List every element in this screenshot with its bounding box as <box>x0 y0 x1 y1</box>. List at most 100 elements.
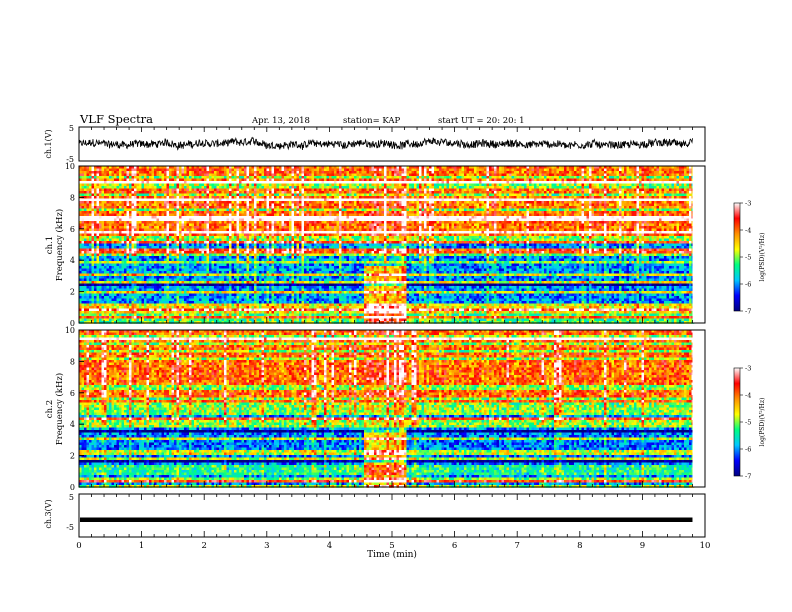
spectrogram-cell <box>161 188 165 192</box>
spectrogram-cell <box>361 191 365 194</box>
spectrogram-cell <box>536 183 540 187</box>
spectrogram-cell <box>311 188 315 192</box>
spectrogram-cell <box>224 203 227 207</box>
spectrogram-cell <box>564 183 567 187</box>
spectrogram-cell <box>459 166 462 169</box>
spectrogram-cell <box>246 206 250 209</box>
spectrogram-cell <box>184 208 187 212</box>
spectrogram-cell <box>359 196 362 199</box>
spectrogram-cell <box>239 181 242 184</box>
spectrogram-cell <box>234 186 237 189</box>
spectrogram-cell <box>481 201 485 204</box>
spectrogram-cell <box>136 193 140 197</box>
spectrogram-cell <box>531 183 535 187</box>
spectrogram-cell <box>169 193 172 197</box>
spectrogram-cell <box>666 203 670 207</box>
spectrogram-cell <box>269 201 272 204</box>
spectrogram-cell <box>526 186 530 189</box>
spectrogram-cell <box>376 201 380 204</box>
spectrogram-cell <box>476 176 480 179</box>
spectrogram-cell <box>674 206 677 209</box>
spectrogram-cell <box>444 196 447 199</box>
spectrogram-cell <box>514 208 517 212</box>
spectrogram-cell <box>686 203 690 207</box>
spectrogram-cell <box>681 166 685 169</box>
spectrogram-cell <box>116 191 120 194</box>
spectrogram-cell <box>251 206 255 209</box>
spectrogram-cell <box>111 171 115 174</box>
spectrogram-cell <box>591 183 595 187</box>
spectrogram-cell <box>436 191 440 194</box>
spectrogram-cell <box>141 191 145 194</box>
spectrogram-cell <box>541 166 545 169</box>
spectrogram-cell <box>461 196 465 199</box>
spectrogram-cell <box>459 196 462 199</box>
spectrogram-cell <box>334 166 337 169</box>
spectrogram-cell <box>401 208 405 212</box>
spectrogram-cell <box>384 213 387 217</box>
spectrogram-cell <box>169 171 172 174</box>
spectrogram-cell <box>586 211 590 214</box>
spectrogram-cell <box>544 193 547 197</box>
spectrogram-cell <box>589 191 592 194</box>
spectrogram-cell <box>121 193 125 197</box>
spectrogram-cell <box>306 201 310 204</box>
spectrogram-cell <box>654 186 657 189</box>
spectrogram-cell <box>576 166 580 169</box>
spectrogram-cell <box>551 183 555 187</box>
spectrogram-cell <box>251 191 255 194</box>
spectrogram-cell <box>489 196 492 199</box>
spectrogram-cell <box>406 168 410 172</box>
spectrogram-cell <box>111 216 115 219</box>
spectrogram-cell <box>211 208 215 212</box>
spectrogram-cell <box>226 198 230 202</box>
spectrogram-cell <box>496 203 500 207</box>
spectrogram-cell <box>389 198 392 202</box>
spectrogram-cell <box>239 168 242 172</box>
spectrogram-cell <box>326 193 330 197</box>
spectrogram-cell <box>501 203 505 207</box>
spectrogram-cell <box>94 168 97 172</box>
spectrogram-cell <box>141 203 145 207</box>
spectrogram-cell <box>399 178 402 182</box>
spectrogram-cell <box>121 173 125 177</box>
spectrogram-cell <box>434 168 437 172</box>
spectrogram-cell <box>379 173 382 177</box>
spectrogram-cell <box>104 193 107 197</box>
spectrogram-cell <box>376 208 380 212</box>
spectrogram-cell <box>294 213 297 217</box>
spectrogram-cell <box>291 208 295 212</box>
spectrogram-cell <box>291 178 295 182</box>
spectrogram-cell <box>104 216 107 219</box>
spectrogram-cell <box>491 206 495 209</box>
spectrogram-cell <box>551 206 555 209</box>
spectrogram-cell <box>591 196 595 199</box>
spectrogram-cell <box>239 216 242 219</box>
spectrogram-cell <box>126 198 130 202</box>
spectrogram-cell <box>96 196 100 199</box>
spectrogram-cell <box>81 193 85 197</box>
spectrogram-cell <box>569 186 572 189</box>
spectrogram-cell <box>79 183 82 187</box>
spectrogram-cell <box>614 191 617 194</box>
spectrogram-cell <box>274 168 277 172</box>
spectrogram-cell <box>331 203 335 207</box>
spectrogram-cell <box>179 183 182 187</box>
spectrogram-cell <box>671 188 675 192</box>
spectrogram-cell <box>101 173 105 177</box>
spectrogram-cell <box>624 186 627 189</box>
spectrogram-cell <box>211 188 215 192</box>
spectrogram-cell <box>516 208 520 212</box>
spectrogram-cell <box>164 208 167 212</box>
spectrogram-cell <box>366 188 370 192</box>
spectrogram-cell <box>469 213 472 217</box>
spectrogram-cell <box>199 166 202 169</box>
spectrogram-cell <box>146 211 150 214</box>
spectrogram-cell <box>424 183 427 187</box>
spectrogram-cell <box>656 213 660 217</box>
spectrogram-cell <box>344 181 347 184</box>
spectrogram-cell <box>134 178 137 182</box>
spectrogram-cell <box>426 206 430 209</box>
spectrogram-cell <box>224 176 227 179</box>
spectrogram-cell <box>274 201 277 204</box>
